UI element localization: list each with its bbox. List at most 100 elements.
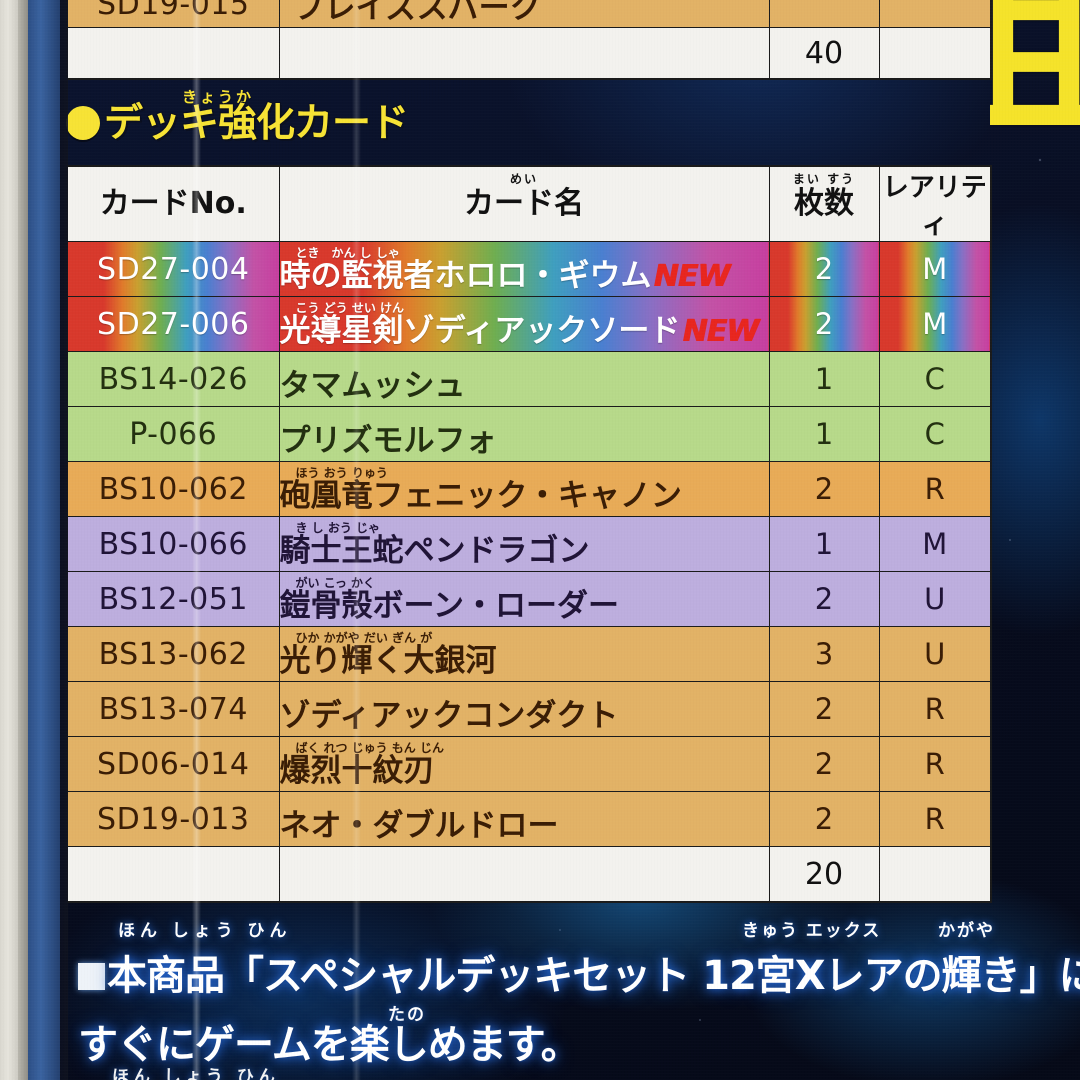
photo-edge-outer xyxy=(0,0,18,1080)
cell-card-name-ruby: ばく れつ じゅう もん じん xyxy=(295,741,444,755)
cell-rarity: U xyxy=(878,571,992,627)
table-row: SD27-006 こう どう せい けん 光導星剣ゾディアックソードNEW 2 M xyxy=(66,296,992,352)
cell-card-name-text: 時の監視者ホロロ・ギウム xyxy=(279,257,652,294)
cell-total-rarity xyxy=(878,846,992,903)
cell-empty-rarity xyxy=(878,27,992,80)
cell-card-name: とき かん し しゃ 時の監視者ホロロ・ギウムNEW xyxy=(278,241,770,297)
cell-qty: 2 xyxy=(768,736,880,792)
cell-card-no: BS13-062 xyxy=(66,626,280,682)
cell-card-no: SD06-014 xyxy=(66,736,280,792)
table-row: BS13-062 ひか かがや だい ぎん が光り輝く大銀河 3 U xyxy=(66,626,992,682)
cell-rarity: C xyxy=(878,351,992,407)
table-row: P-066 プリズモルフォ 1 C xyxy=(66,406,992,462)
header-rarity: レアリティ xyxy=(878,165,992,242)
cell-qty: 2 xyxy=(768,681,880,737)
header-qty-label: 枚数 xyxy=(794,186,854,221)
cell-card-no: BS10-066 xyxy=(66,516,280,572)
cell-rarity: R xyxy=(878,791,992,847)
cell-total-name xyxy=(278,846,770,903)
cell-qty: 1 xyxy=(768,516,880,572)
table-row: SD19-013 ネオ・ダブルドロー 2 R xyxy=(66,791,992,847)
header-card-name: めい カード名 xyxy=(278,165,770,242)
cell-card-name-text: タマムッシュ xyxy=(279,367,466,404)
new-badge: NEW xyxy=(653,258,731,294)
cell-empty-no xyxy=(66,27,280,80)
section-title: デッキ強化カード xyxy=(104,101,409,146)
table-row: BS14-026 タマムッシュ 1 C xyxy=(66,351,992,407)
blurb-cut-ruby: ほん しょう ひん xyxy=(112,1067,279,1080)
cell-rarity: M xyxy=(878,516,992,572)
cell-card-name: タマムッシュ xyxy=(278,351,770,407)
cell-rarity: M xyxy=(878,296,992,352)
cell-card-name: ゾディアックコンダクト xyxy=(278,681,770,737)
table-row: BS12-051 がい こっ かく 鎧骨殻ボーン・ローダー 2 U xyxy=(66,571,992,627)
section-header: デッキ強化カード xyxy=(66,101,409,146)
header-qty: まい すう 枚数 xyxy=(768,165,880,242)
cell-qty: 1 xyxy=(768,406,880,462)
cell-card-name-text: 光り輝く大銀河 xyxy=(279,642,497,679)
cell-card-name-text: 光導星剣ゾディアックソード xyxy=(279,312,681,349)
checkbox-icon xyxy=(78,963,105,990)
table-row: SD27-004 とき かん し しゃ 時の監視者ホロロ・ギウムNEW 2 M xyxy=(66,241,992,297)
cell-card-name-text: ネオ・ダブルドロー xyxy=(279,807,559,844)
previous-table-tail: SD19-015 プレイズスパーク 40 xyxy=(66,0,992,80)
header-card-no: カードNo. xyxy=(66,165,280,242)
cell-card-name: ほう おう りゅう 砲凰竜フェニック・キャノン xyxy=(278,461,770,517)
blurb-ruby-kagayaki: かがや xyxy=(938,921,995,940)
blurb-ruby-kyuu-x: きゅう エックス xyxy=(742,921,882,940)
table-total-row: 20 xyxy=(66,846,992,903)
header-card-no-label: カードNo. xyxy=(99,186,247,221)
cell-card-name-text: 砲凰竜フェニック・キャノン xyxy=(279,477,682,514)
table-row: BS13-074 ゾディアックコンダクト 2 R xyxy=(66,681,992,737)
blurb-line-1: 本商品「スペシャルデッキセット 12宮Xレアの輝き」に xyxy=(78,938,1080,1014)
top-table-fragment: SD19-015 プレイズスパーク 40 xyxy=(66,0,992,80)
cell-card-name: プリズモルフォ xyxy=(278,406,770,462)
table-row: BS10-062 ほう おう りゅう 砲凰竜フェニック・キャノン 2 R xyxy=(66,461,992,517)
cell-total-no xyxy=(66,846,280,903)
cell-card-name: プレイズスパーク xyxy=(278,0,770,28)
cell-total-qty: 40 xyxy=(768,27,880,80)
header-qty-ruby: まい すう xyxy=(792,172,856,186)
clipped-kanji-decoration: 組 xyxy=(990,0,1080,196)
table-row: BS10-066 き し おう じゃ 騎士王蛇ペンドラゴン 1 M xyxy=(66,516,992,572)
cell-rarity xyxy=(878,0,992,28)
cell-card-name-ruby: とき かん し しゃ xyxy=(295,246,400,260)
section-title-ruby: きょうか xyxy=(182,88,255,106)
cell-qty: 3 xyxy=(768,626,880,682)
cell-card-name: ネオ・ダブルドロー xyxy=(278,791,770,847)
cell-card-name-ruby: こう どう せい けん xyxy=(295,301,405,315)
cell-card-name-ruby: ほう おう りゅう xyxy=(295,466,388,480)
new-badge: NEW xyxy=(682,313,759,349)
table-header-row: カードNo. めい カード名 まい すう 枚数 レアリティ xyxy=(66,165,992,242)
cell-card-name-text: 爆烈十紋刃 xyxy=(279,752,435,789)
cell-rarity: R xyxy=(878,736,992,792)
deck-enhancement-card-table: カードNo. めい カード名 まい すう 枚数 レアリティ SD27-004 とき… xyxy=(66,165,992,903)
cell-card-no: BS14-026 xyxy=(66,351,280,407)
cell-card-name: き し おう じゃ 騎士王蛇ペンドラゴン xyxy=(278,516,770,572)
cell-card-no: SD19-015 xyxy=(66,0,280,28)
blue-border-band xyxy=(28,0,60,1080)
previous-total-row: 40 xyxy=(66,27,992,80)
cell-qty: 2 xyxy=(768,461,880,517)
header-card-name-ruby: めい xyxy=(509,172,538,186)
header-card-name-label: カード名 xyxy=(464,186,584,221)
table-row: SD19-015 プレイズスパーク xyxy=(66,0,992,28)
cell-card-no: SD27-006 xyxy=(66,296,280,352)
photo-edge-inner xyxy=(18,0,28,1080)
cell-qty: 1 xyxy=(768,351,880,407)
cell-card-no: SD27-004 xyxy=(66,241,280,297)
cell-card-name: ばく れつ じゅう もん じん 爆烈十紋刃 xyxy=(278,736,770,792)
cell-rarity: M xyxy=(878,241,992,297)
cell-card-name-ruby: き し おう じゃ xyxy=(295,521,381,535)
blurb-ruby-tano: たの xyxy=(388,1005,426,1024)
cell-card-name-ruby: がい こっ かく xyxy=(295,576,376,590)
cell-rarity: C xyxy=(878,406,992,462)
cell-card-name-text: プリズモルフォ xyxy=(279,422,497,459)
blurb-ruby-honshouhin: ほん しょう ひん xyxy=(118,921,292,940)
table-row: SD06-014 ばく れつ じゅう もん じん 爆烈十紋刃 2 R xyxy=(66,736,992,792)
blurb-line-1-text: 本商品「スペシャルデッキセット 12宮Xレアの輝き」に xyxy=(107,953,1080,999)
cell-qty: 2 xyxy=(768,571,880,627)
cell-card-name-ruby: ひか かがや だい ぎん が xyxy=(295,631,433,645)
cell-qty: 2 xyxy=(768,791,880,847)
